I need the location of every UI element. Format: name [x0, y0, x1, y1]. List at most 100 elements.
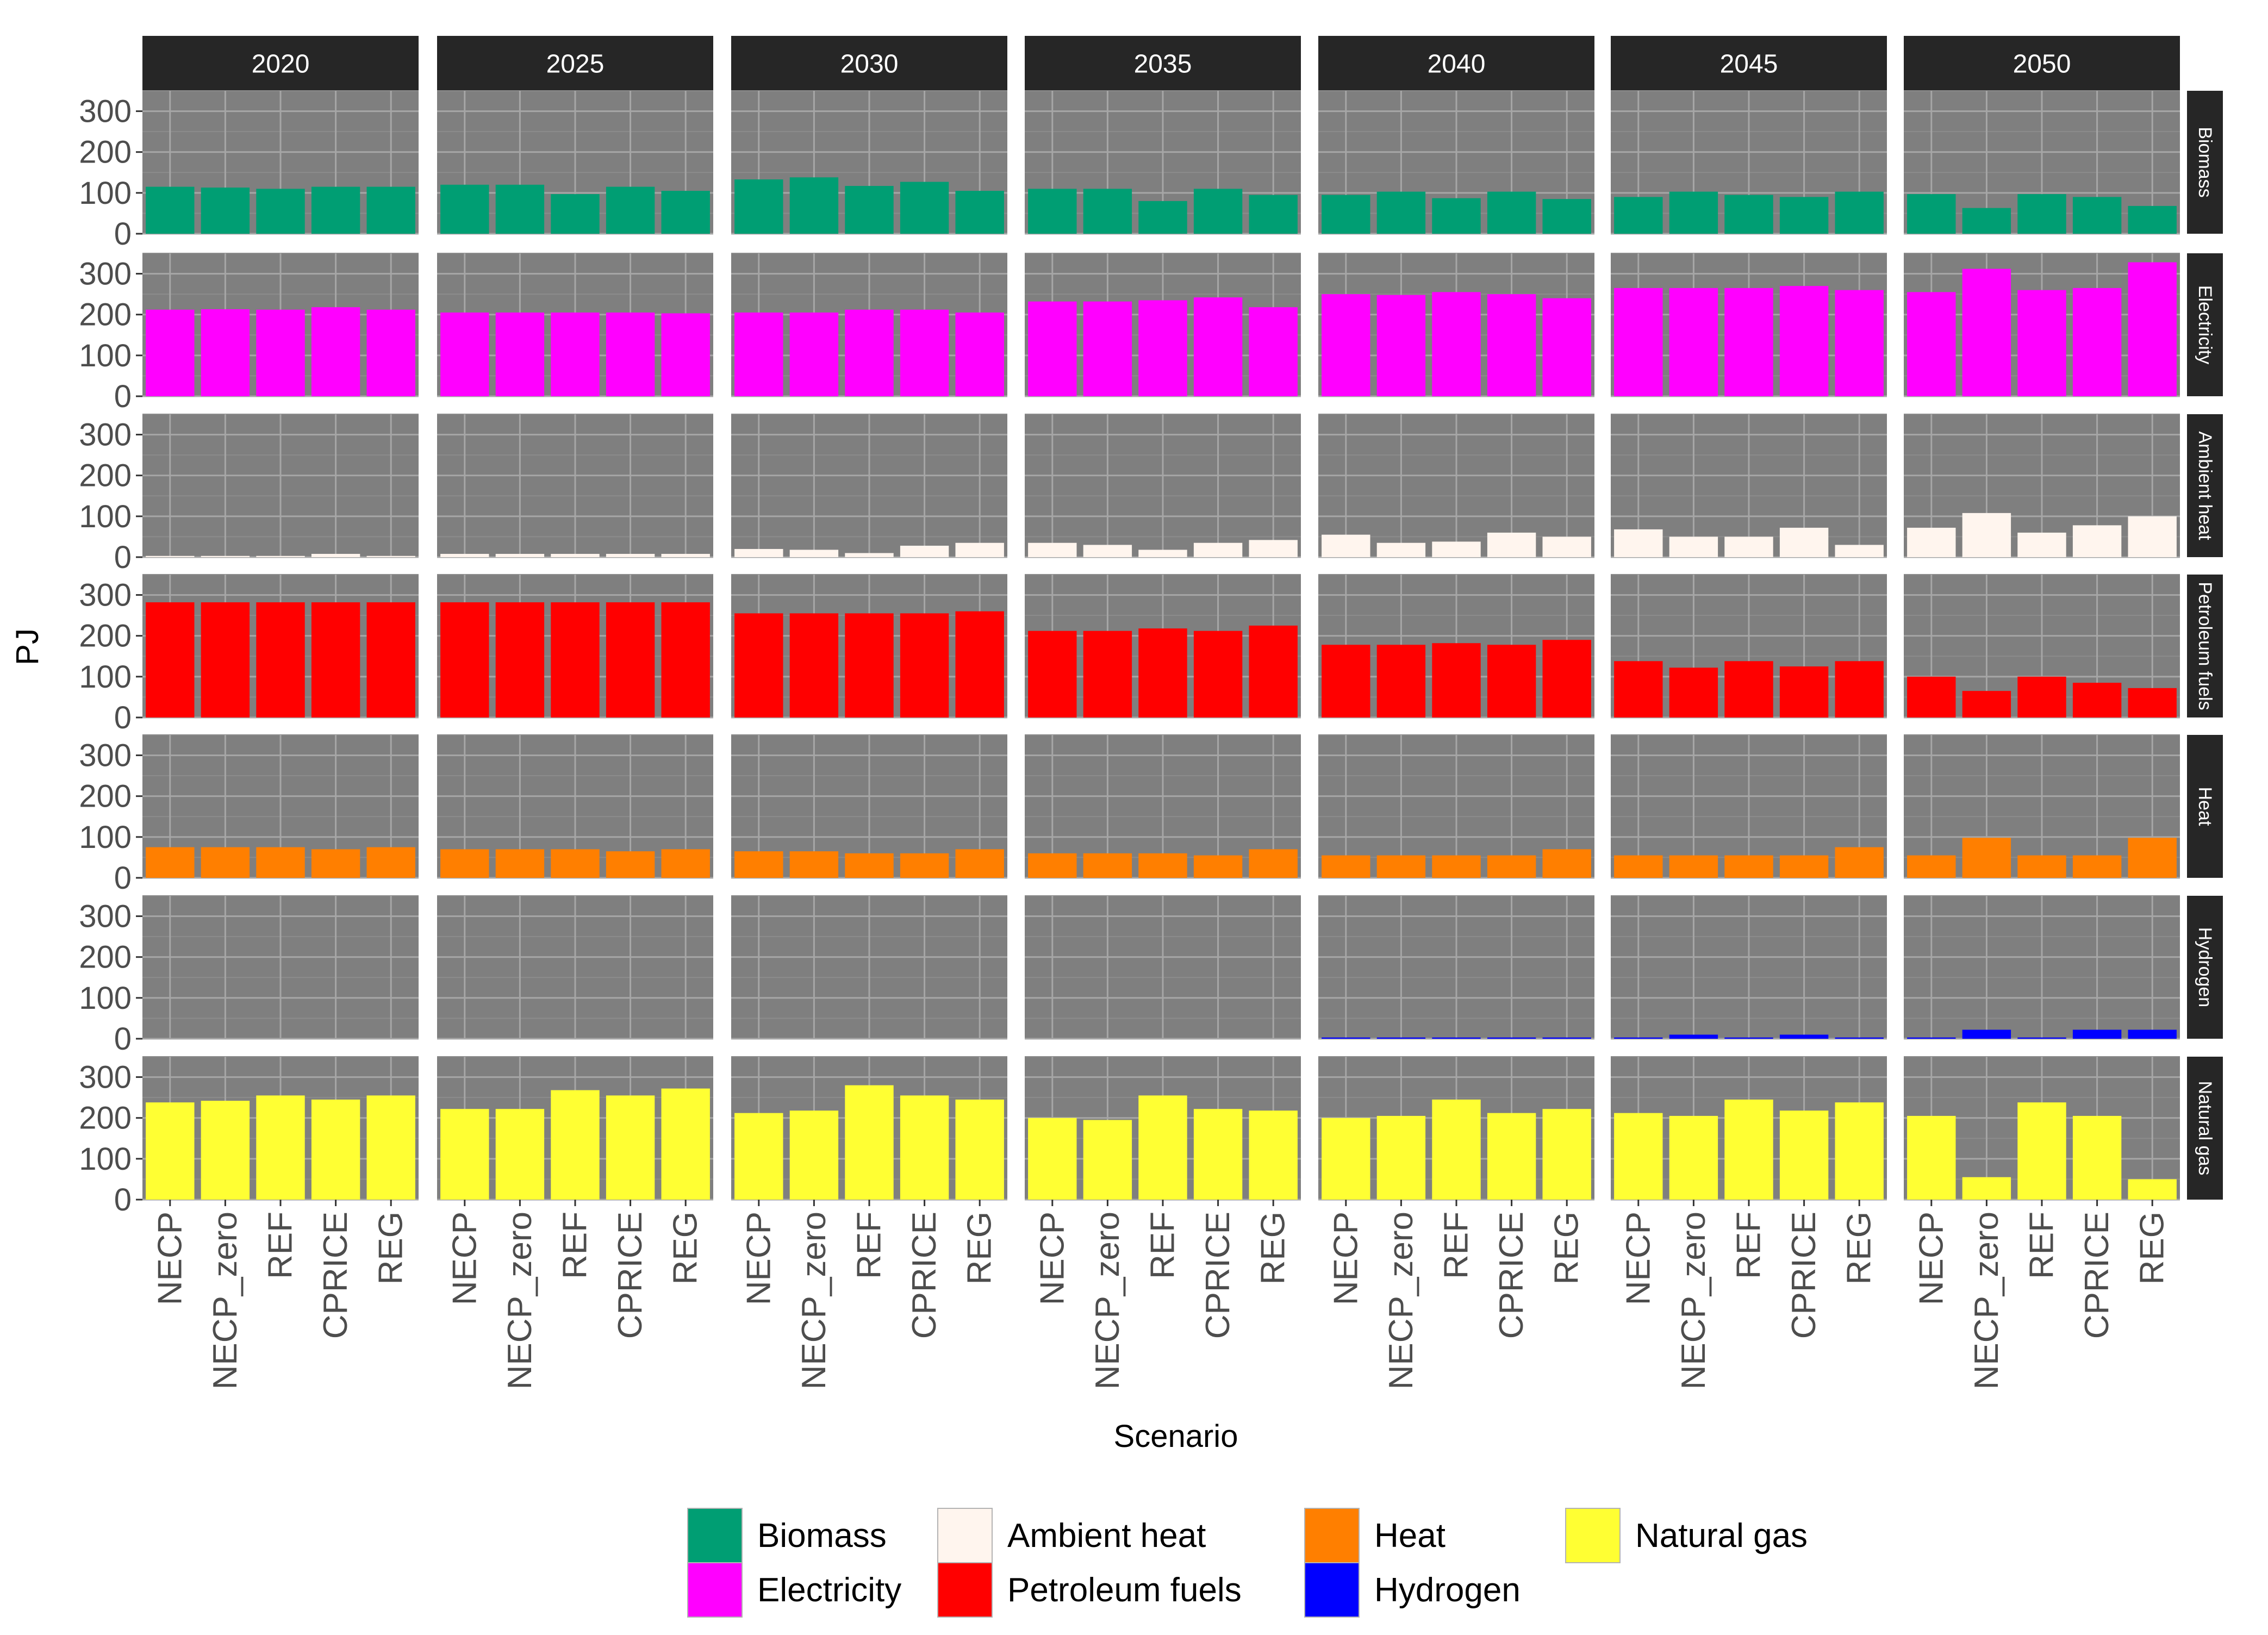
x-tick-label: NECP_zero [1382, 1212, 1420, 1389]
x-tick-label: CPRICE [906, 1212, 943, 1339]
y-tick-label: 100 [79, 1141, 132, 1177]
facet-panel [1904, 734, 2180, 879]
x-tick-label: NECP_zero [1089, 1212, 1126, 1389]
bar [1962, 269, 2011, 396]
bar [845, 853, 894, 878]
y-tick-label: 0 [114, 1182, 132, 1218]
facet-strip-bg [2187, 253, 2223, 396]
legend-item: Hydrogen [1304, 1562, 1521, 1618]
bar [955, 542, 1004, 557]
bar [606, 312, 655, 396]
facet-strip-year: 2050 [1904, 36, 2180, 91]
facet-strip-year: 2035 [1025, 36, 1301, 91]
y-tick-label: 200 [79, 135, 132, 170]
bar [1432, 855, 1481, 878]
bar [1432, 541, 1481, 557]
facet-strip-label: 2035 [1134, 50, 1192, 79]
facet-strip-label: Heat [2195, 787, 2215, 826]
facet-panel [1318, 895, 1594, 1040]
x-tick-label: NECP_zero [795, 1212, 833, 1389]
bar [2072, 525, 2122, 557]
bar [1779, 197, 1829, 234]
bar [1138, 853, 1187, 878]
bar [256, 602, 305, 717]
bar [1432, 643, 1481, 717]
bar [1779, 286, 1829, 396]
bar [366, 847, 415, 878]
bar [1669, 855, 1718, 878]
bar [606, 553, 655, 557]
bar [789, 851, 839, 878]
bar [1432, 292, 1481, 396]
x-tick-label: NECP [1912, 1212, 1950, 1305]
bar [146, 309, 195, 396]
bar [440, 312, 489, 396]
bar [1432, 198, 1481, 234]
x-tick-label: REF [1438, 1212, 1475, 1279]
y-tick-label: 0 [114, 1021, 132, 1057]
facet-strip-carrier: Natural gas [2187, 1057, 2223, 1200]
facet-panel [1904, 574, 2180, 719]
bar [1487, 855, 1536, 878]
bar [1322, 645, 1370, 717]
facet-strip-bg [731, 36, 1007, 91]
facet-panel [1318, 1056, 1594, 1201]
bar [734, 179, 783, 234]
facet-strip-label: Petroleum fuels [2195, 582, 2215, 710]
bar [789, 613, 839, 717]
facet-panel [142, 734, 419, 879]
bar [1487, 645, 1536, 717]
bar [201, 847, 250, 878]
bar [1669, 667, 1718, 717]
legend-swatch [1304, 1508, 1360, 1563]
facet-panel [731, 414, 1007, 558]
bar [1028, 542, 1077, 557]
facet-strip-bg [142, 36, 419, 91]
x-tick-label: CPRICE [1199, 1212, 1237, 1339]
bar [955, 1099, 1004, 1200]
legend-swatch [1304, 1562, 1360, 1618]
x-tick-label: NECP_zero [501, 1212, 539, 1389]
bar [1962, 1177, 2011, 1200]
bar [1835, 191, 1884, 234]
facet-strip-year: 2040 [1318, 36, 1594, 91]
legend-swatch [687, 1508, 743, 1563]
bar [1249, 625, 1298, 717]
bar [1542, 1037, 1591, 1039]
bar [1724, 661, 1773, 717]
bar [1907, 676, 1956, 717]
x-axis-title: Scenario [1114, 1419, 1238, 1454]
bar [1779, 855, 1829, 878]
bar [734, 613, 783, 717]
facet-panel [1904, 90, 2180, 235]
bar [1028, 631, 1077, 717]
x-tick-label: CPRICE [1785, 1212, 1823, 1339]
bar [1542, 849, 1591, 878]
bar [1614, 288, 1663, 396]
bar [311, 849, 360, 878]
y-tick-label: 300 [79, 738, 132, 773]
x-tick-label: CPRICE [1493, 1212, 1530, 1339]
bar [1083, 301, 1132, 396]
x-tick-label: REG [372, 1212, 410, 1284]
legend-swatch [937, 1508, 993, 1563]
legend-label: Natural gas [1635, 1517, 1808, 1555]
bar [440, 602, 489, 717]
y-tick-label: 0 [114, 700, 132, 735]
facet-panel [731, 90, 1007, 235]
bar [2072, 683, 2122, 717]
facet-strip-label: 2045 [1720, 50, 1778, 79]
bar [606, 1095, 655, 1200]
bar [1835, 1102, 1884, 1200]
bar [1669, 288, 1718, 396]
bar [2017, 194, 2066, 234]
bar [1907, 1037, 1956, 1039]
facet-panel [1025, 734, 1301, 879]
facet-panel [1025, 414, 1301, 558]
facet-panel [142, 414, 419, 558]
bar [734, 548, 783, 557]
facet-strip-bg [2187, 91, 2223, 234]
facet-panel [437, 574, 713, 719]
bar [2072, 855, 2122, 878]
